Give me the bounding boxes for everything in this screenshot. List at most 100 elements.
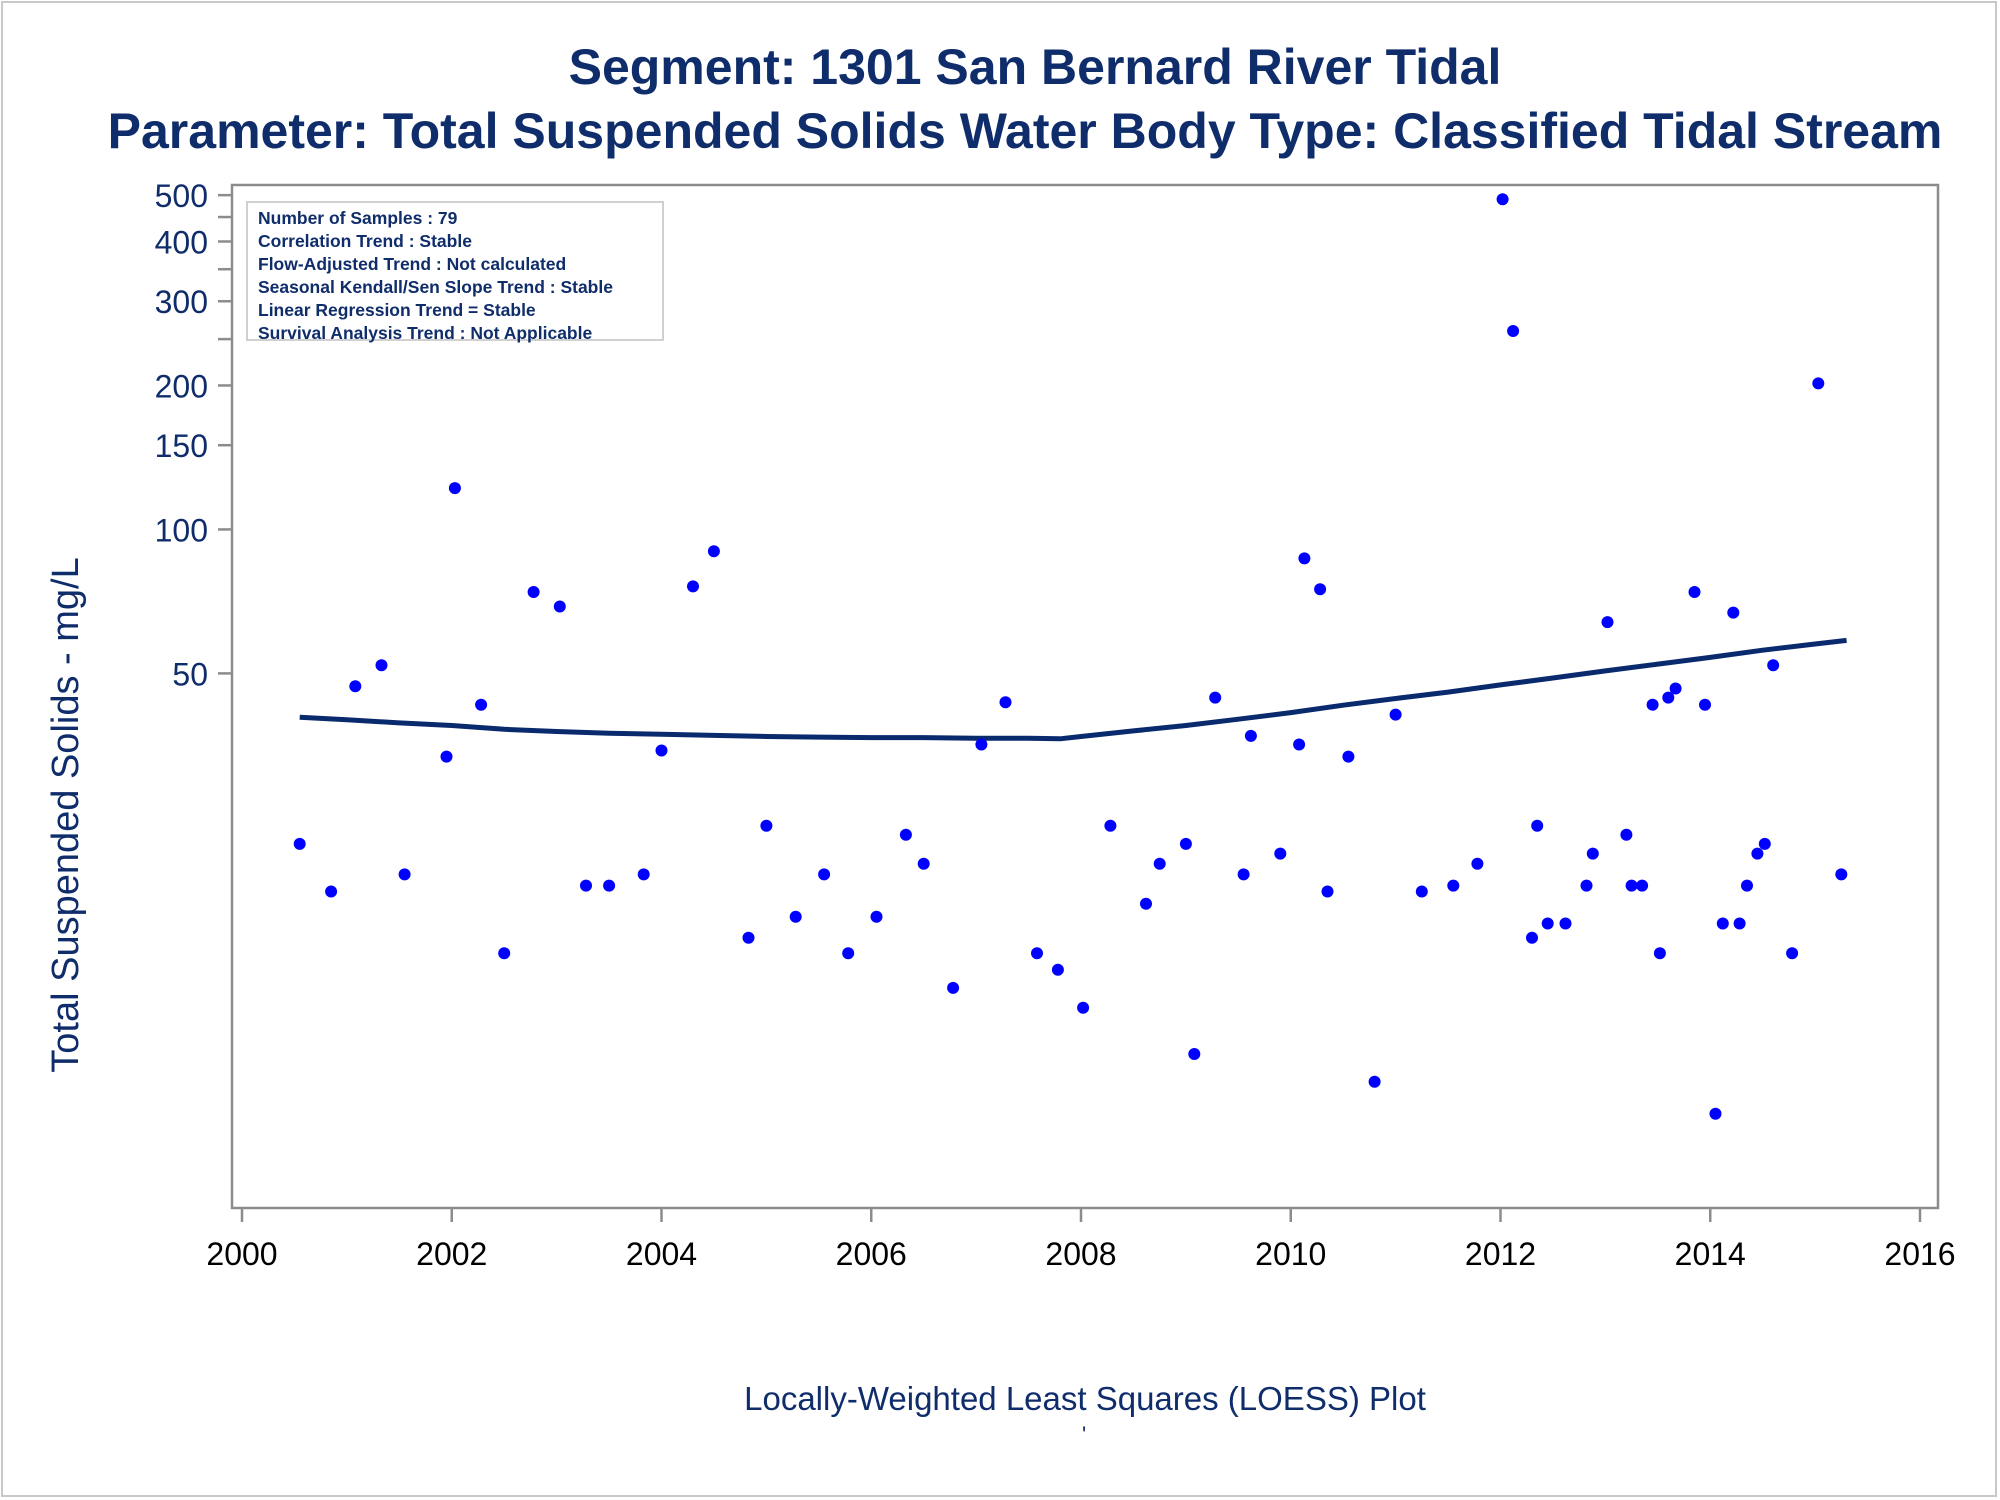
data-point xyxy=(349,680,362,693)
data-point xyxy=(637,868,650,881)
data-point xyxy=(1727,606,1740,619)
data-point xyxy=(1244,729,1257,742)
y-axis-label: Total Suspended Solids - mg/L xyxy=(45,557,87,1072)
data-point xyxy=(760,819,773,832)
data-point xyxy=(603,879,616,892)
data-point xyxy=(655,744,668,757)
data-point xyxy=(1653,947,1666,960)
data-point xyxy=(1031,947,1043,960)
y-tick-label: 500 xyxy=(155,178,208,214)
data-point xyxy=(1526,931,1538,944)
data-point xyxy=(1751,847,1764,860)
data-point xyxy=(842,947,855,960)
data-point xyxy=(375,659,388,672)
plot-area xyxy=(230,183,1940,1210)
loess-line xyxy=(299,637,1847,742)
data-point xyxy=(1688,586,1701,598)
x-tick-label: 2012 xyxy=(1465,1236,1536,1272)
data-point xyxy=(1716,917,1729,930)
data-point xyxy=(870,910,883,923)
footnote: Locally-Weighted Least Squares (LOESS) P… xyxy=(744,1380,1426,1417)
trend-statistics-box: Number of Samples : 79 Correlation Trend… xyxy=(246,201,664,343)
data-point xyxy=(398,868,411,881)
data-point xyxy=(1586,847,1599,860)
data-point xyxy=(1237,868,1250,881)
data-point xyxy=(1646,698,1659,711)
data-point xyxy=(1669,682,1682,695)
data-point xyxy=(1179,837,1192,850)
footnote-mark: ' xyxy=(1082,1422,1087,1447)
chart-title: Segment: 1301 San Bernard River Tidal xyxy=(568,39,1502,95)
y-tick-label: 400 xyxy=(155,224,208,260)
y-axis: 50 100 150 200 300 400 500 xyxy=(155,178,232,692)
y-tick-label: 300 xyxy=(155,284,208,320)
chart-subtitle: Parameter: Total Suspended Solids Water … xyxy=(107,103,1943,159)
data-point xyxy=(1471,857,1484,870)
data-point xyxy=(1541,917,1554,930)
data-point xyxy=(1507,325,1520,337)
data-point xyxy=(1077,1001,1090,1014)
data-point xyxy=(1447,879,1460,892)
data-point xyxy=(1835,868,1848,881)
plot-border xyxy=(230,183,1940,1210)
y-tick-label: 200 xyxy=(155,368,208,404)
data-point xyxy=(1580,879,1593,892)
data-point xyxy=(1104,819,1117,832)
data-point xyxy=(440,750,453,763)
data-point xyxy=(1699,698,1711,711)
data-point xyxy=(947,981,960,994)
data-point xyxy=(1625,879,1638,892)
data-point xyxy=(1601,616,1614,629)
data-point xyxy=(527,586,540,598)
data-point xyxy=(580,879,592,892)
data-point xyxy=(1758,837,1771,850)
data-point xyxy=(1767,659,1780,672)
data-point xyxy=(1321,885,1334,898)
stat-flow-adjusted-trend: Flow-Adjusted Trend : Not calculated xyxy=(258,254,567,274)
data-point xyxy=(1709,1107,1722,1120)
stat-survival-analysis-trend: Survival Analysis Trend : Not Applicable xyxy=(258,323,593,343)
x-tick-label: 2008 xyxy=(1045,1236,1116,1272)
stat-seasonal-kendall-trend: Seasonal Kendall/Sen Slope Trend : Stabl… xyxy=(258,277,613,297)
data-point xyxy=(1620,828,1633,841)
x-tick-label: 2014 xyxy=(1675,1236,1746,1272)
data-point xyxy=(498,947,511,960)
data-point xyxy=(1415,885,1428,898)
data-point xyxy=(1051,963,1064,976)
data-point xyxy=(1368,1075,1381,1088)
x-tick-label: 2002 xyxy=(416,1236,487,1272)
x-tick-label: 2006 xyxy=(836,1236,907,1272)
x-axis: 2000 2002 2004 2006 2008 2010 2012 2014 2016 xyxy=(206,1208,1956,1272)
y-tick-label: 50 xyxy=(172,656,208,692)
data-point xyxy=(975,738,988,751)
data-point xyxy=(293,837,306,850)
data-point xyxy=(1496,193,1509,206)
stat-linear-regression-trend: Linear Regression Trend = Stable xyxy=(258,300,536,320)
data-point xyxy=(1153,857,1166,870)
data-point xyxy=(1812,377,1825,390)
data-point xyxy=(742,931,755,944)
stat-sample-count: Number of Samples : 79 xyxy=(258,208,458,228)
data-point xyxy=(475,698,488,711)
data-point xyxy=(1636,879,1649,892)
x-tick-label: 2016 xyxy=(1884,1236,1955,1272)
data-point xyxy=(707,545,720,558)
data-point xyxy=(1389,708,1402,721)
x-tick-label: 2000 xyxy=(206,1236,277,1272)
stat-correlation-trend: Correlation Trend : Stable xyxy=(258,231,472,251)
data-point xyxy=(1342,750,1355,763)
data-point xyxy=(1733,917,1746,930)
x-tick-label: 2004 xyxy=(626,1236,697,1272)
data-point xyxy=(1274,847,1287,860)
data-point xyxy=(1559,917,1572,930)
data-point xyxy=(818,868,831,881)
y-tick-label: 150 xyxy=(155,428,208,464)
data-point xyxy=(1741,879,1753,892)
data-point xyxy=(1209,691,1222,704)
data-point xyxy=(999,696,1012,709)
data-point xyxy=(1786,947,1799,960)
data-point xyxy=(687,580,699,593)
data-point xyxy=(325,885,338,898)
data-point xyxy=(899,828,912,841)
